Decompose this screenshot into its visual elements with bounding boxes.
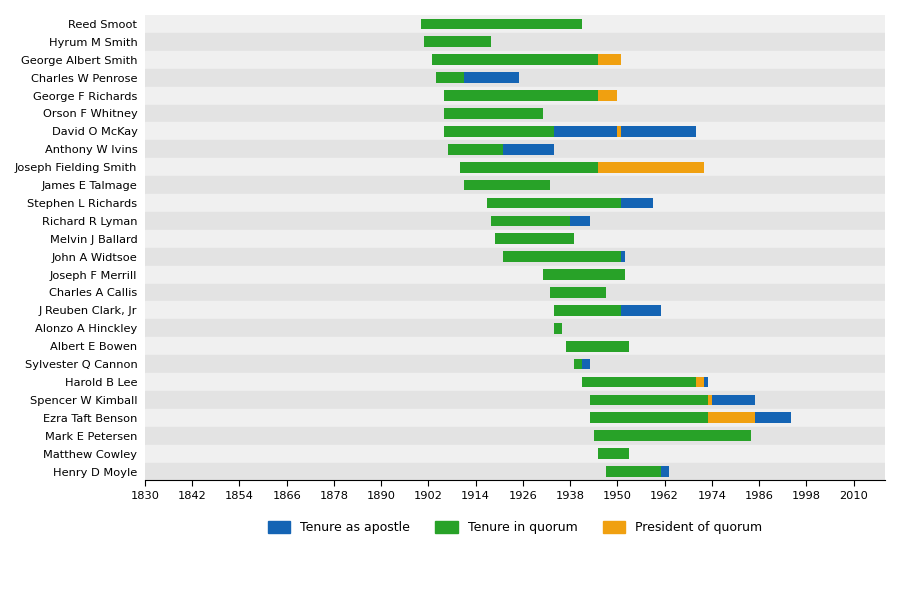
Bar [503,251,625,262]
Bar [598,448,629,459]
Bar [696,377,704,387]
Bar [554,305,661,316]
Bar [606,466,661,477]
Bar [145,212,885,230]
Bar [554,305,621,316]
Bar [145,302,885,320]
Bar [445,126,554,137]
Bar [145,158,885,176]
Bar [554,323,562,334]
Bar [445,90,617,101]
Bar [590,394,708,405]
Bar [432,54,621,65]
Bar [145,140,885,158]
Bar [594,430,752,441]
Bar [464,180,551,190]
Bar [464,180,551,190]
Bar [543,269,625,280]
Bar [425,36,491,47]
Bar [445,108,543,119]
Bar [145,176,885,194]
Bar [551,287,606,298]
Bar [554,323,562,334]
Bar [582,377,696,387]
Bar [598,90,617,101]
Bar [617,126,621,137]
Bar [145,51,885,68]
Bar [145,391,885,409]
Bar [566,341,629,352]
Bar [145,337,885,355]
Bar [145,33,885,51]
Bar [606,466,669,477]
Bar [590,412,708,423]
Bar [145,320,885,337]
Bar [448,144,503,155]
Bar [448,144,554,155]
Bar [460,162,704,173]
Bar [566,341,629,352]
Bar [503,251,621,262]
Bar [445,126,696,137]
Bar [582,377,708,387]
Bar [551,287,606,298]
Bar [543,269,625,280]
Bar [574,359,590,369]
Bar [590,412,790,423]
Bar [488,198,621,208]
Bar [145,444,885,462]
Bar [145,105,885,123]
Bar [495,233,574,244]
Bar [598,54,621,65]
Bar [574,359,582,369]
Bar [488,198,652,208]
Bar [145,462,885,480]
Bar [145,15,885,33]
Bar [708,394,712,405]
Bar [432,54,598,65]
Bar [145,265,885,284]
Bar [491,215,590,226]
Bar [598,448,629,459]
Bar [145,87,885,105]
Bar [145,68,885,87]
Bar [145,194,885,212]
Bar [420,18,582,29]
Bar [145,248,885,265]
Bar [145,230,885,248]
Bar [145,373,885,391]
Bar [436,72,464,83]
Bar [145,427,885,444]
Bar [445,90,598,101]
Bar [420,18,582,29]
Bar [598,162,704,173]
Bar [491,215,570,226]
Bar [145,409,885,427]
Bar [145,284,885,302]
Legend: Tenure as apostle, Tenure in quorum, President of quorum: Tenure as apostle, Tenure in quorum, Pre… [263,516,767,540]
Bar [145,123,885,140]
Bar [460,162,598,173]
Bar [425,36,491,47]
Bar [495,233,574,244]
Bar [436,72,519,83]
Bar [708,412,755,423]
Bar [590,394,755,405]
Bar [445,108,543,119]
Bar [145,355,885,373]
Bar [594,430,752,441]
